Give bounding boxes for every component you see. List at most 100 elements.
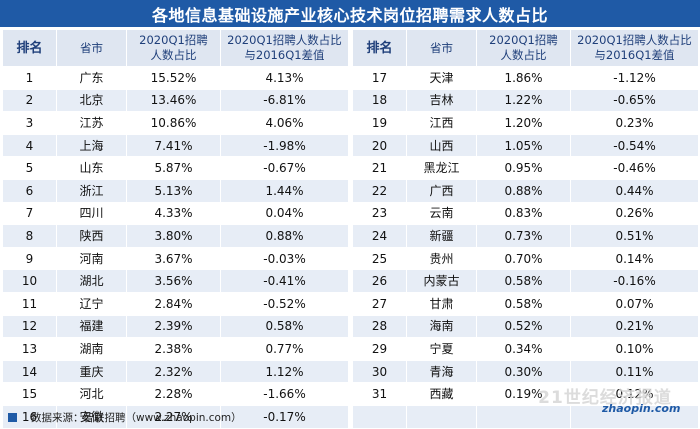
province-cell: 河北: [56, 382, 127, 406]
share-cell: 13.46%: [126, 88, 221, 113]
diff-header: 2020Q1招聘人数占比 与2016Q1差值: [220, 29, 349, 67]
diff-cell: 0.77%: [220, 337, 349, 361]
province-cell: 广西: [406, 178, 477, 203]
province-cell: 青海: [406, 359, 477, 384]
share-cell: [476, 404, 571, 429]
rank-cell: 5: [2, 156, 57, 180]
share-cell: 10.86%: [126, 111, 221, 135]
rank-cell: 23: [352, 201, 407, 226]
diff-cell: 1.44%: [220, 178, 349, 203]
diff-cell: -1.66%: [220, 382, 349, 406]
province-cell: 天津: [406, 66, 477, 90]
page-title: 各地信息基础设施产业核心技术岗位招聘需求人数占比: [0, 0, 700, 27]
diff-cell: 0.04%: [220, 201, 349, 226]
table-row: 10 湖北 3.56% -0.41%: [2, 269, 349, 293]
share-header: 2020Q1招聘 人数占比: [126, 29, 221, 67]
province-cell: [406, 404, 477, 429]
province-cell: 安徽: [56, 404, 127, 429]
rank-cell: 3: [2, 111, 57, 135]
rank-cell: 17: [352, 66, 407, 90]
rank-cell: 24: [352, 224, 407, 248]
table-row: 24 新疆 0.73% 0.51%: [352, 224, 699, 248]
table-row: 7 四川 4.33% 0.04%: [2, 201, 349, 226]
province-cell: 四川: [56, 201, 127, 226]
province-cell: 福建: [56, 314, 127, 339]
diff-cell: -0.46%: [570, 156, 699, 180]
share-cell: 2.27%: [126, 404, 221, 429]
table-row: 1 广东 15.52% 4.13%: [2, 66, 349, 90]
rank-cell: 6: [2, 178, 57, 203]
rank-header: 排名: [352, 29, 407, 67]
rank-cell: 14: [2, 359, 57, 384]
province-cell: 浙江: [56, 178, 127, 203]
rank-cell: 19: [352, 111, 407, 135]
footer: 数据来源：智联招聘（www.zhaopin.com）: [0, 408, 700, 427]
diff-cell: -0.03%: [220, 246, 349, 271]
table-row: 4 上海 7.41% -1.98%: [2, 133, 349, 158]
table-row: 5 山东 5.87% -0.67%: [2, 156, 349, 180]
rank-cell: 8: [2, 224, 57, 248]
diff-cell: -0.67%: [220, 156, 349, 180]
rank-cell: 4: [2, 133, 57, 158]
province-cell: 山东: [56, 156, 127, 180]
share-cell: 3.80%: [126, 224, 221, 248]
province-cell: 西藏: [406, 382, 477, 406]
share-cell: 0.95%: [476, 156, 571, 180]
diff-cell: 0.88%: [220, 224, 349, 248]
share-cell: 0.58%: [476, 291, 571, 316]
rank-cell: 30: [352, 359, 407, 384]
left-data-table: 排名 省市 2020Q1招聘 人数占比 2020Q1招聘人数占比 与2016Q1差值…: [2, 29, 349, 429]
province-cell: 辽宁: [56, 291, 127, 316]
header-row: 排名 省市 2020Q1招聘 人数占比 2020Q1招聘人数占比 与2016Q1差值: [352, 29, 699, 67]
province-cell: 湖南: [56, 337, 127, 361]
share-cell: 1.22%: [476, 88, 571, 113]
logo-text: zhaopin.com: [601, 402, 680, 415]
province-cell: 重庆: [56, 359, 127, 384]
data-source: 数据来源：智联招聘（www.zhaopin.com）: [31, 412, 242, 424]
table-row: 19 江西 1.20% 0.23%: [352, 111, 699, 135]
rank-cell: 9: [2, 246, 57, 271]
diff-cell: 0.11%: [570, 359, 699, 384]
rank-cell: 18: [352, 88, 407, 113]
diff-cell: -0.65%: [570, 88, 699, 113]
share-cell: 3.56%: [126, 269, 221, 293]
table-row: 23 云南 0.83% 0.26%: [352, 201, 699, 226]
diff-cell: 0.07%: [570, 291, 699, 316]
rank-cell: 21: [352, 156, 407, 180]
share-cell: 15.52%: [126, 66, 221, 90]
share-cell: 2.28%: [126, 382, 221, 406]
province-cell: 陕西: [56, 224, 127, 248]
diff-cell: -6.81%: [220, 88, 349, 113]
rank-cell: 2: [2, 88, 57, 113]
share-cell: 2.84%: [126, 291, 221, 316]
bullet-square-icon: [8, 413, 17, 422]
rank-header: 排名: [2, 29, 57, 67]
province-header: 省市: [406, 29, 477, 67]
rank-cell: 7: [2, 201, 57, 226]
province-cell: 湖北: [56, 269, 127, 293]
diff-cell: 0.10%: [570, 337, 699, 361]
table-row: 15 河北 2.28% -1.66%: [2, 382, 349, 406]
diff-cell: -0.52%: [220, 291, 349, 316]
rank-cell: 1: [2, 66, 57, 90]
table-row: 16 安徽 2.27% -0.17%: [2, 404, 349, 429]
table-row: 29 宁夏 0.34% 0.10%: [352, 337, 699, 361]
province-cell: 内蒙古: [406, 269, 477, 293]
diff-cell: 4.13%: [220, 66, 349, 90]
share-cell: 0.58%: [476, 269, 571, 293]
share-cell: 0.19%: [476, 382, 571, 406]
right-data-table: 排名 省市 2020Q1招聘 人数占比 2020Q1招聘人数占比 与2016Q1差值…: [352, 29, 699, 429]
share-cell: 5.13%: [126, 178, 221, 203]
province-cell: 江苏: [56, 111, 127, 135]
province-cell: 吉林: [406, 88, 477, 113]
header-row: 排名 省市 2020Q1招聘 人数占比 2020Q1招聘人数占比 与2016Q1差值: [2, 29, 349, 67]
share-cell: 0.88%: [476, 178, 571, 203]
share-cell: 2.39%: [126, 314, 221, 339]
share-cell: 1.05%: [476, 133, 571, 158]
diff-cell: -0.54%: [570, 133, 699, 158]
table-row: 21 黑龙江 0.95% -0.46%: [352, 156, 699, 180]
share-cell: 2.32%: [126, 359, 221, 384]
rank-cell: 15: [2, 382, 57, 406]
table-row: 9 河南 3.67% -0.03%: [2, 246, 349, 271]
share-cell: 0.83%: [476, 201, 571, 226]
